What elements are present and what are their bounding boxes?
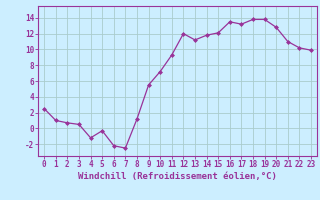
X-axis label: Windchill (Refroidissement éolien,°C): Windchill (Refroidissement éolien,°C) <box>78 172 277 181</box>
